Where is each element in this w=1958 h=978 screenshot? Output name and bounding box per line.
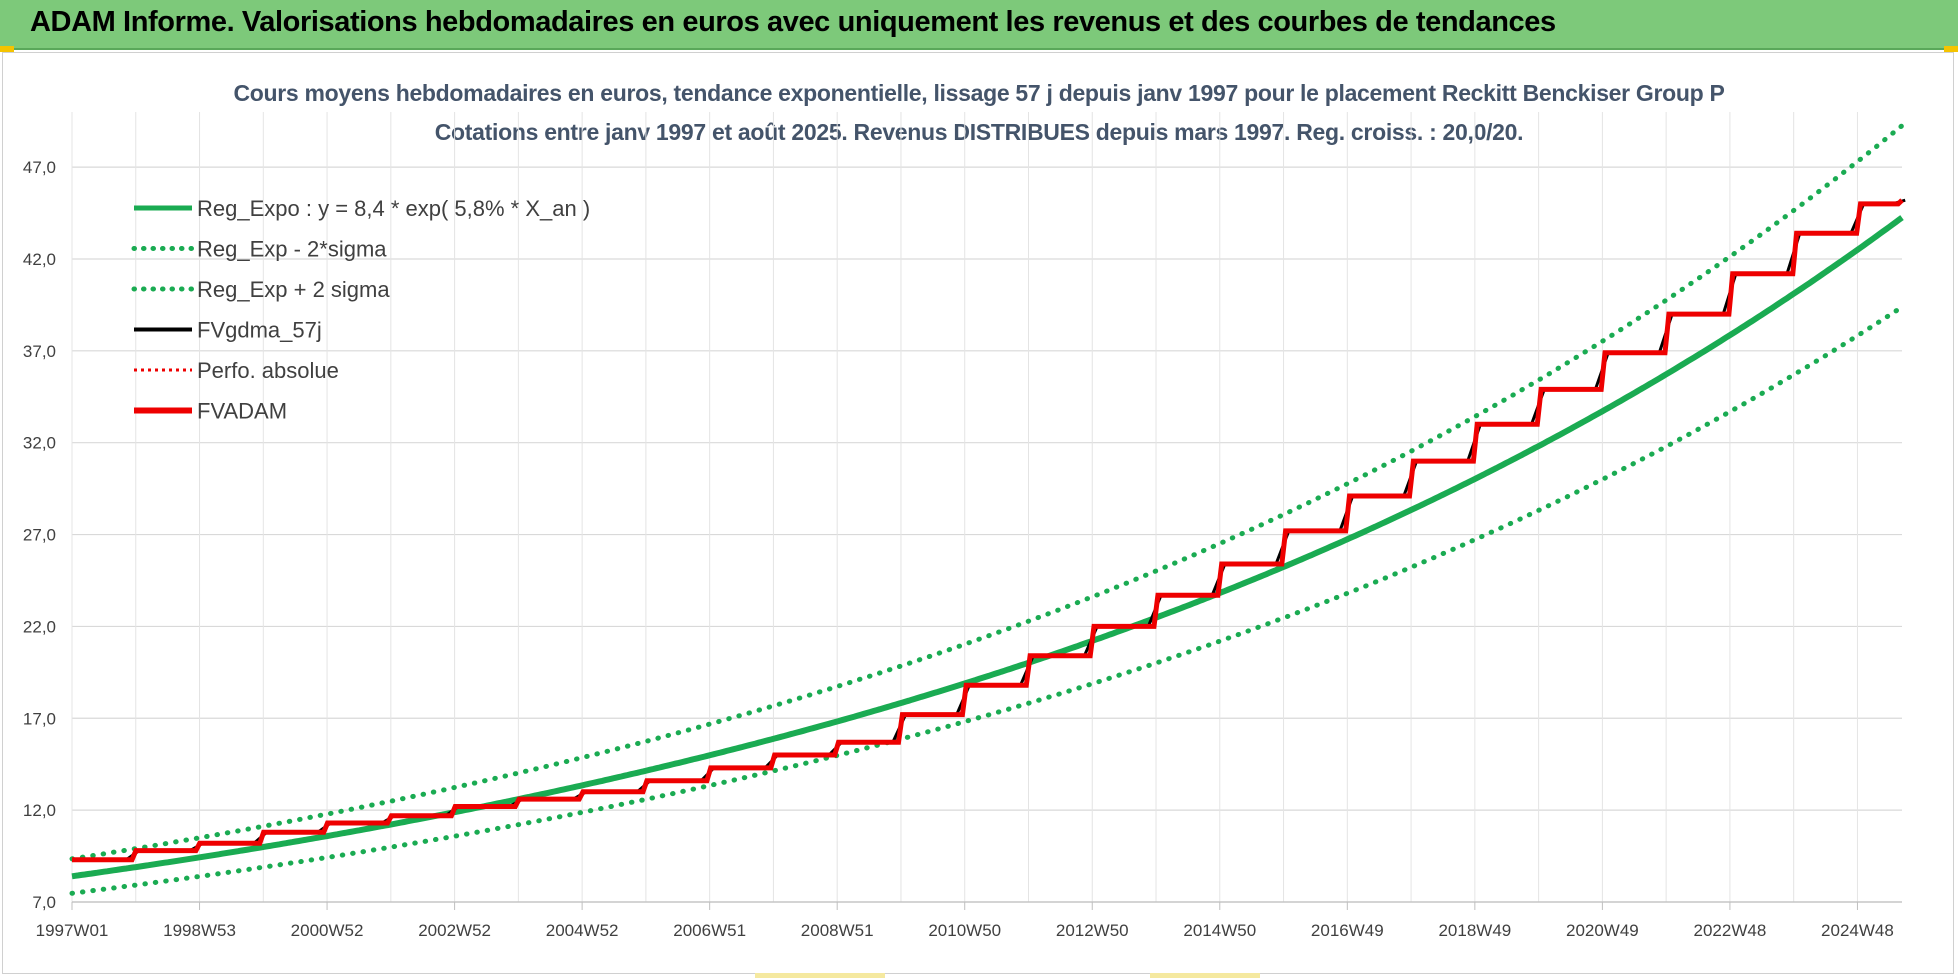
y-tick-label: 12,0 <box>23 801 56 820</box>
series-layer <box>69 123 1906 896</box>
y-tick-label: 32,0 <box>23 434 56 453</box>
corner-accent-left <box>0 46 14 52</box>
fvadam-line <box>72 198 1904 863</box>
x-tick-label: 2020W49 <box>1566 921 1639 940</box>
trend-plus-2sigma-line <box>69 123 1905 862</box>
x-tick-label: 1997W01 <box>36 921 109 940</box>
trend-minus-2sigma-line <box>69 304 1905 896</box>
report-banner: ADAM Informe. Valorisations hebdomadaire… <box>0 0 1958 50</box>
y-tick-label: 17,0 <box>23 709 56 728</box>
trend-regression-line <box>71 215 1904 880</box>
x-tick-label: 2016W49 <box>1311 921 1384 940</box>
x-tick-label: 2000W52 <box>291 921 364 940</box>
x-tick-label: 2022W48 <box>1694 921 1767 940</box>
legend-label: Reg_Expo : y = 8,4 * exp( 5,8% * X_an ) <box>197 196 590 221</box>
y-tick-label: 27,0 <box>23 526 56 545</box>
legend-label: Reg_Exp + 2 sigma <box>197 277 390 302</box>
x-tick-label: 1998W53 <box>163 921 236 940</box>
x-tick-label: 2018W49 <box>1438 921 1511 940</box>
legend-label: Reg_Exp - 2*sigma <box>197 237 387 262</box>
y-tick-label: 47,0 <box>23 158 56 177</box>
report-title: ADAM Informe. Valorisations hebdomadaire… <box>30 6 1556 38</box>
legend: Reg_Expo : y = 8,4 * exp( 5,8% * X_an ) R… <box>131 196 590 424</box>
x-tick-label: 2006W51 <box>673 921 746 940</box>
x-tick-label: 2024W48 <box>1821 921 1894 940</box>
legend-label: FVADAM <box>197 399 287 424</box>
x-tick-label: 2014W50 <box>1183 921 1256 940</box>
x-tick-label: 2010W50 <box>928 921 1001 940</box>
y-tick-label: 42,0 <box>23 250 56 269</box>
legend-label: FVgdma_57j <box>197 318 322 343</box>
x-tick-label: 2008W51 <box>801 921 874 940</box>
x-tick-label: 2004W52 <box>546 921 619 940</box>
x-tick-label: 2002W52 <box>418 921 491 940</box>
y-tick-label: 7,0 <box>32 893 56 912</box>
legend-label: Perfo. absolue <box>197 358 339 383</box>
corner-accent-right <box>1944 46 1958 52</box>
chart-title: Cours moyens hebdomadaires en euros, ten… <box>233 80 1725 106</box>
grid <box>71 112 1902 903</box>
y-tick-label: 37,0 <box>23 342 56 361</box>
bottom-accent-1 <box>755 973 885 978</box>
chart-subtitle: Cotations entre janv 1997 et août 2025. … <box>434 119 1524 145</box>
y-tick-label: 22,0 <box>23 617 56 636</box>
bottom-accent-2 <box>1150 973 1260 978</box>
x-tick-label: 2012W50 <box>1056 921 1129 940</box>
axes: 7,0 12,0 17,0 22,0 27,0 32,0 37,0 42,0 47,0 1997W… <box>23 158 1902 940</box>
